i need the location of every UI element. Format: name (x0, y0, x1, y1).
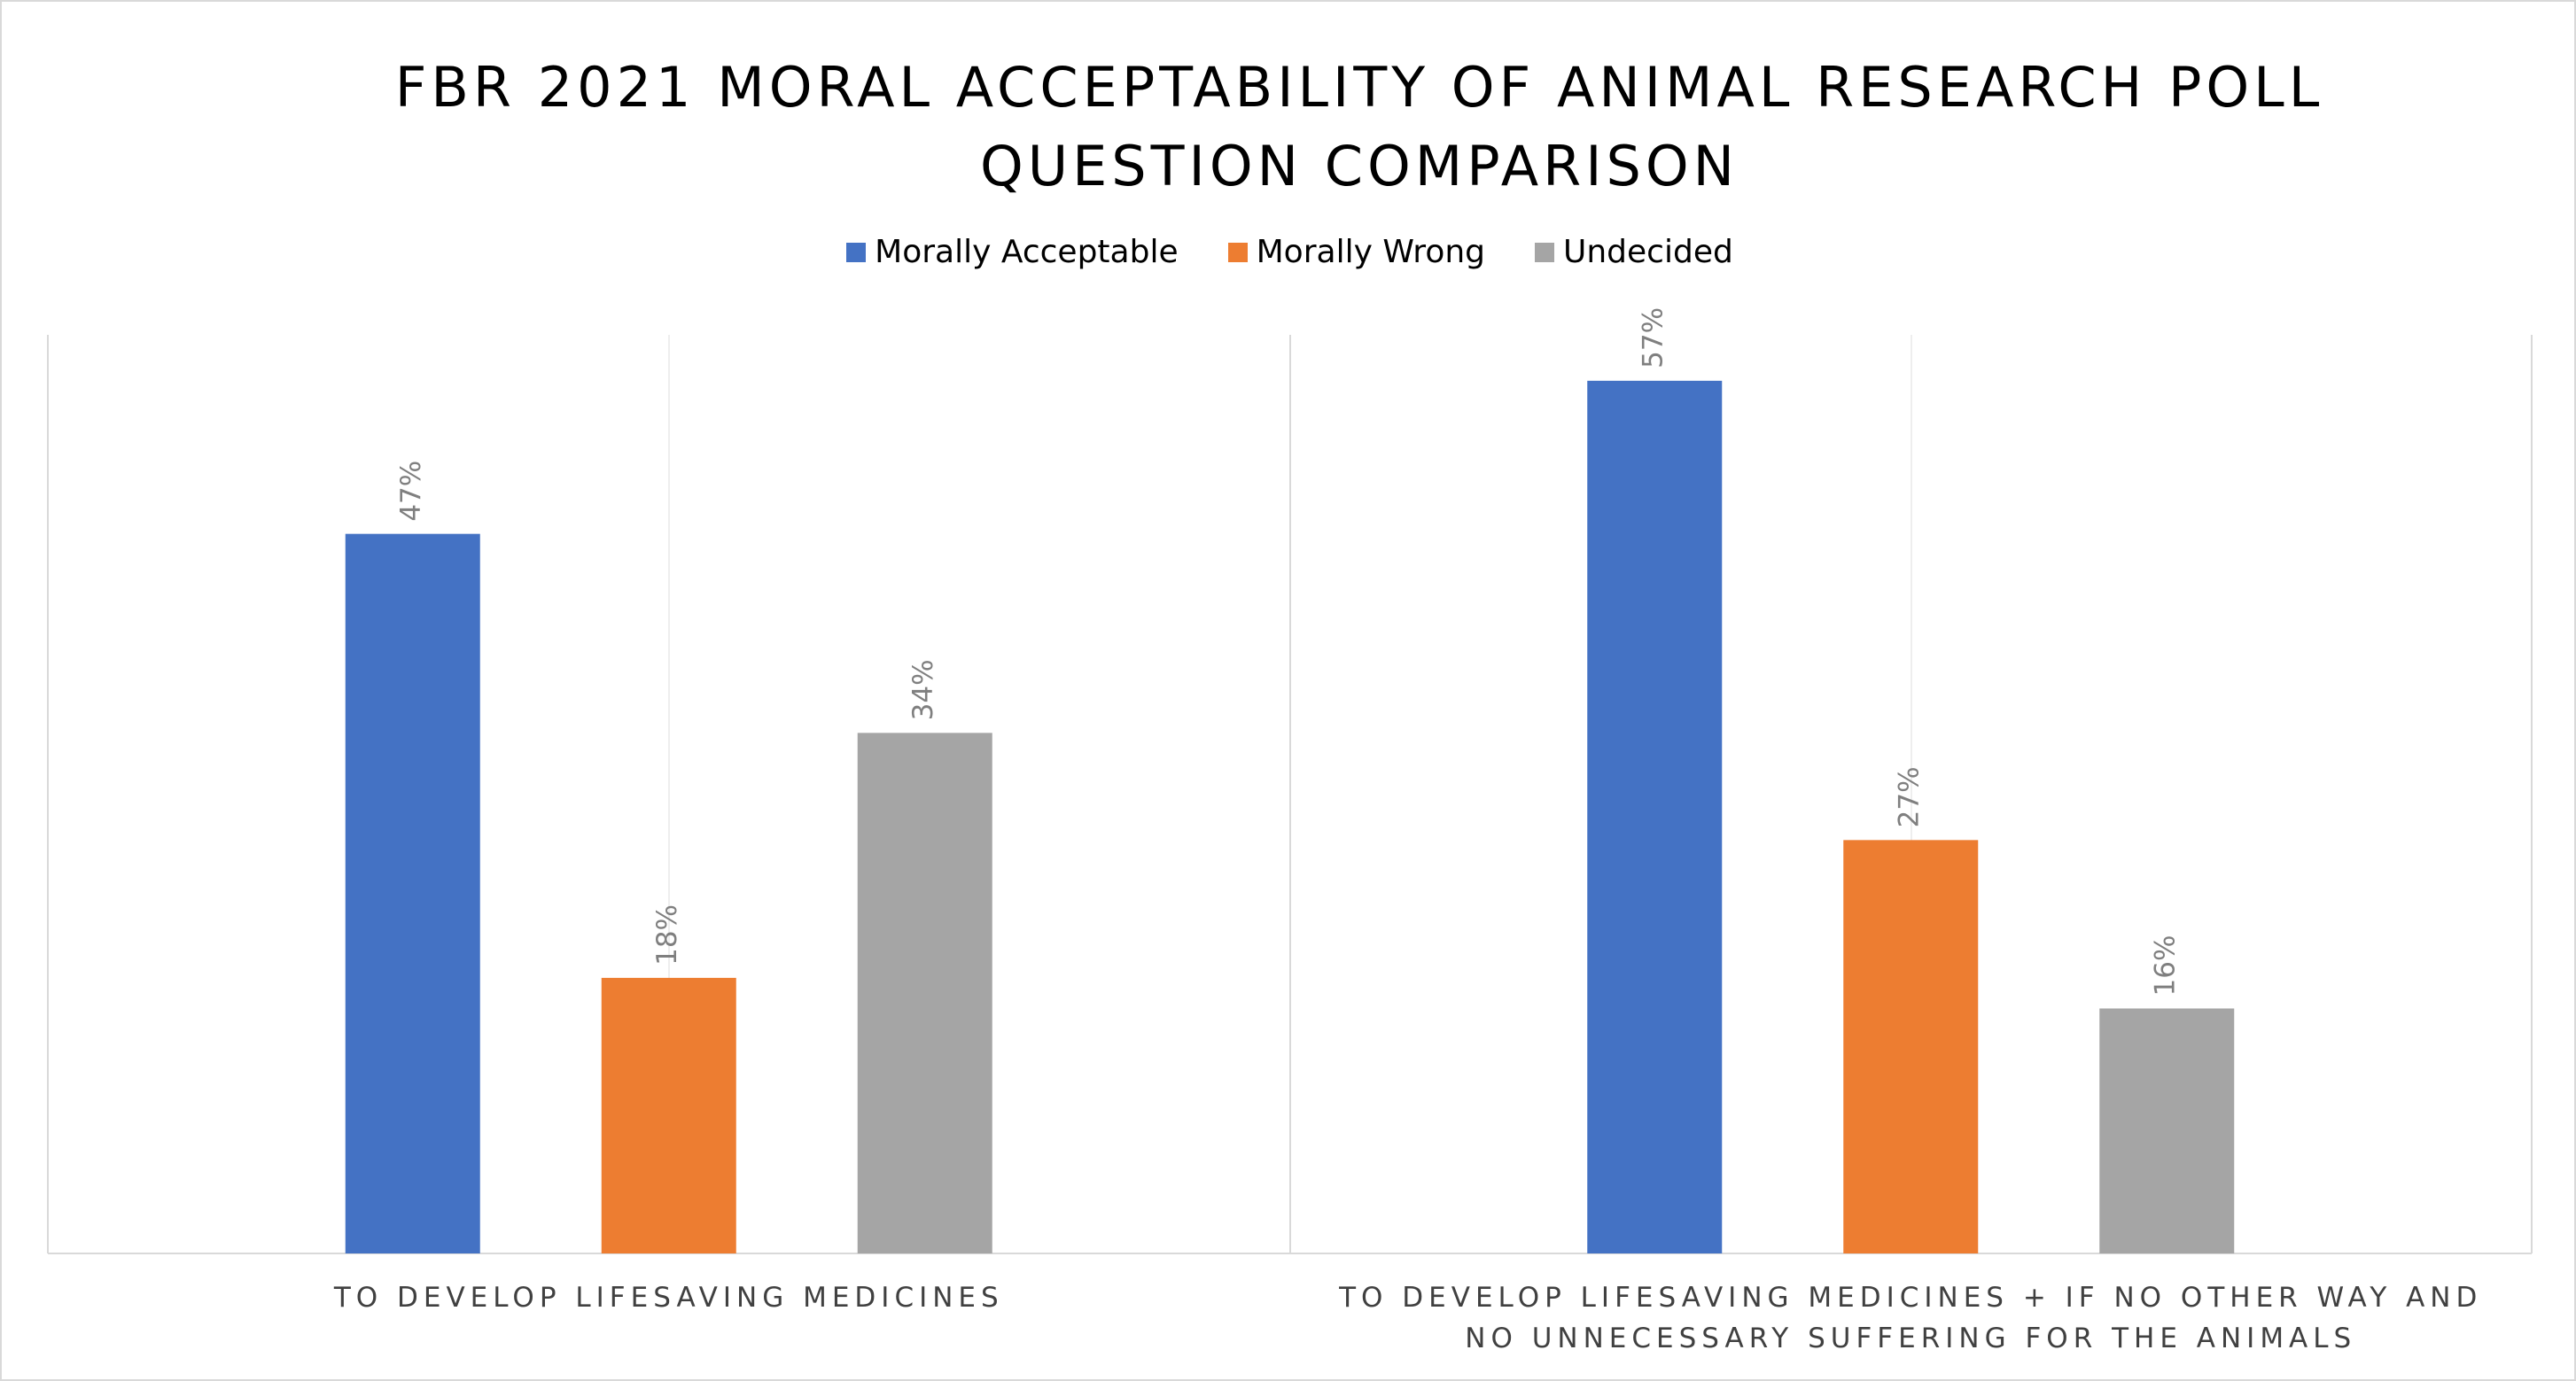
x-tick-label: TO DEVELOP LIFESAVING MEDICINES (333, 1282, 1004, 1314)
legend-item: Undecided (1535, 234, 1733, 270)
legend-swatch (1227, 242, 1248, 262)
x-tick-label: TO DEVELOP LIFESAVING MEDICINES + IF NO … (1339, 1282, 2483, 1354)
bar (1587, 380, 1723, 1254)
legend-item: Morally Acceptable (846, 234, 1179, 270)
legend-label: Morally Wrong (1256, 234, 1486, 270)
legend: Morally Acceptable Morally Wrong Undecided (2, 234, 2574, 270)
data-label: 18% (651, 904, 683, 966)
data-label: 57% (1638, 307, 1669, 369)
legend-label: Undecided (1563, 234, 1733, 270)
bar (345, 533, 480, 1253)
legend-swatch (1535, 242, 1555, 262)
legend-swatch (846, 242, 867, 262)
legend-item: Morally Wrong (1227, 234, 1486, 270)
legend-label: Morally Acceptable (875, 234, 1179, 270)
data-label: 47% (395, 461, 427, 522)
chart-title: FBR 2021 MORAL ACCEPTABILITY OF ANIMAL R… (394, 55, 2324, 198)
bar (601, 977, 736, 1253)
bar (2099, 1008, 2235, 1253)
bar (857, 733, 992, 1253)
data-label: 16% (2150, 935, 2182, 997)
data-label: 27% (1894, 766, 1926, 827)
bar (1843, 840, 1979, 1253)
data-label: 34% (907, 659, 939, 720)
